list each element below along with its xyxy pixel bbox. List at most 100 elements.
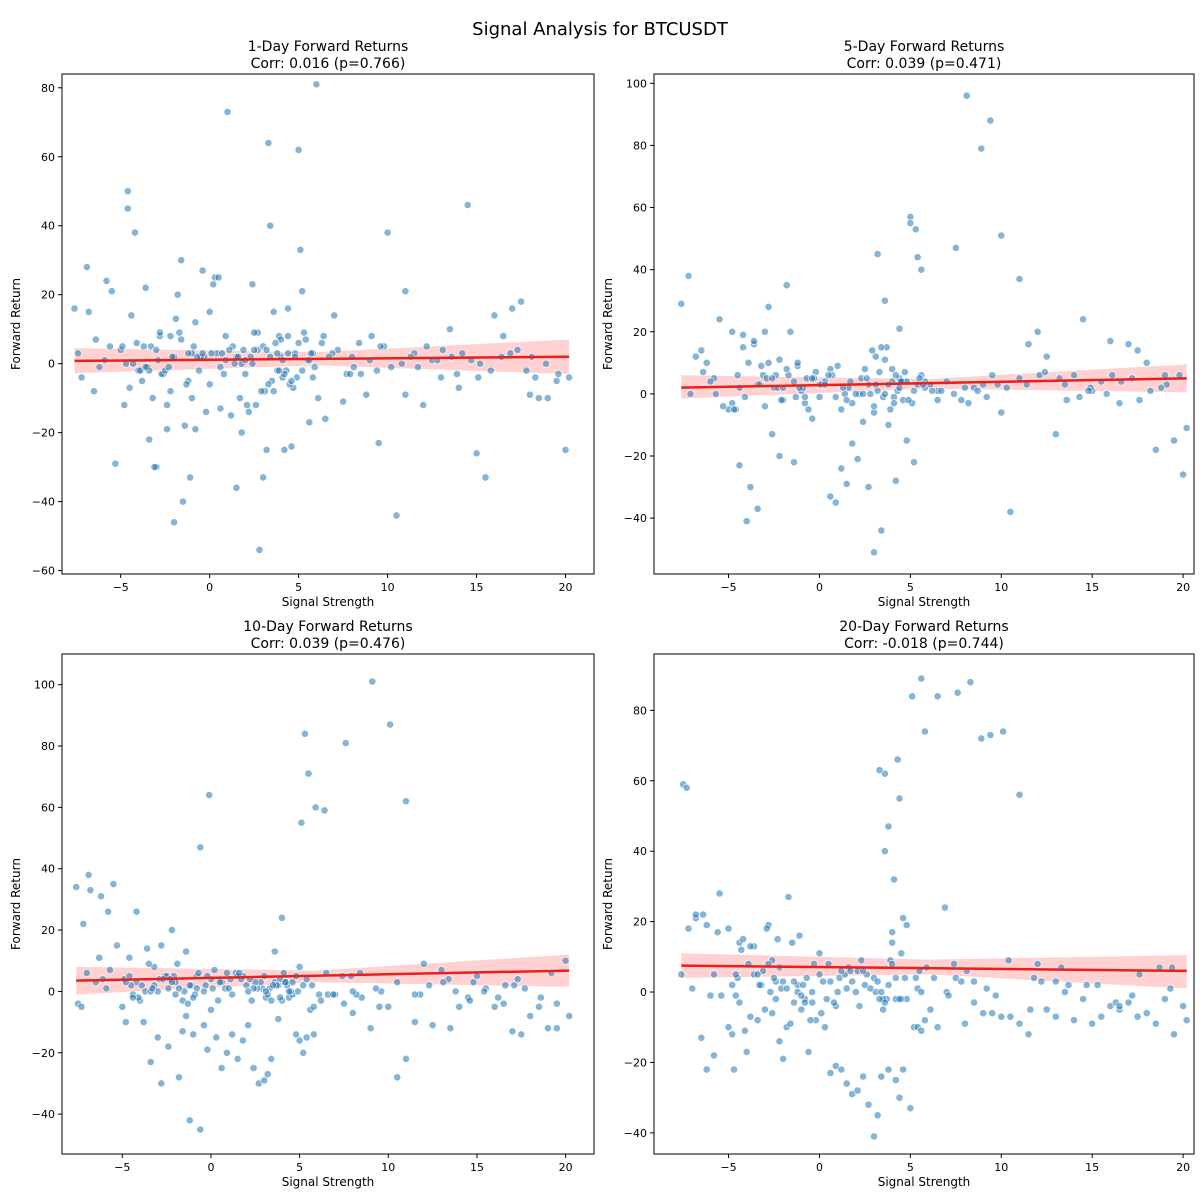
scatter-point xyxy=(207,349,216,358)
scatter-point xyxy=(205,380,214,389)
scatter-point xyxy=(881,998,889,1007)
scatter-point xyxy=(316,996,325,1005)
axes-frame xyxy=(653,73,1195,575)
scatter-point xyxy=(768,374,777,383)
scatter-point xyxy=(166,332,175,340)
scatter-point xyxy=(510,981,519,990)
scatter-point xyxy=(214,996,222,1005)
scatter-point xyxy=(1179,470,1187,479)
scatter-point xyxy=(139,1018,148,1026)
scatter-point xyxy=(565,1012,574,1020)
scatter-point xyxy=(401,287,410,296)
scatter-point xyxy=(199,987,208,996)
scatter-point xyxy=(890,875,898,884)
scatter-point xyxy=(480,987,488,996)
scatter-point xyxy=(886,405,895,414)
scatter-point xyxy=(281,978,290,987)
y-tick-label: −60 xyxy=(32,565,55,578)
scatter-point xyxy=(742,517,751,526)
scatter-point xyxy=(957,977,966,986)
scatter-point xyxy=(837,1065,846,1074)
scatter-point xyxy=(944,991,953,1000)
scatter-point xyxy=(888,365,897,373)
scatter-point xyxy=(962,91,971,100)
scatter-point xyxy=(173,959,182,968)
scatter-point xyxy=(1124,340,1133,349)
scatter-point xyxy=(273,349,282,358)
scatter-point xyxy=(899,914,907,922)
scatter-point xyxy=(797,991,806,1000)
scatter-point xyxy=(842,396,851,404)
scatter-point xyxy=(138,376,146,385)
scatter-point xyxy=(267,996,276,1005)
scatter-point xyxy=(804,1048,813,1056)
scatter-point xyxy=(906,1104,915,1113)
scatter-point xyxy=(123,187,132,196)
scatter-point xyxy=(1135,970,1144,979)
scatter-point xyxy=(917,1026,926,1035)
scatter-point xyxy=(833,988,842,996)
scatter-point xyxy=(951,974,960,982)
scatter-point xyxy=(881,296,889,305)
y-tick-label: −40 xyxy=(624,1127,647,1140)
scatter-point xyxy=(295,963,304,971)
scatter-point xyxy=(1015,275,1024,283)
scatter-point xyxy=(513,975,522,984)
scatter-point xyxy=(848,1090,857,1098)
scatter-point xyxy=(311,803,320,812)
scatter-point xyxy=(277,913,286,922)
scatter-point xyxy=(175,328,184,337)
scatter-point xyxy=(782,365,791,373)
scatter-point xyxy=(713,928,722,937)
scatter-point xyxy=(933,1023,942,1032)
scatter-point xyxy=(790,458,798,467)
scatter-point xyxy=(274,1015,283,1023)
scatter-point xyxy=(208,984,217,993)
scatter-point xyxy=(979,1009,987,1018)
scatter-point xyxy=(309,1002,318,1011)
scatter-point xyxy=(196,1125,205,1134)
scatter-point xyxy=(1151,1019,1160,1028)
scatter-point xyxy=(937,386,946,395)
scatter-point xyxy=(684,924,693,933)
subplot-title: 5-Day Forward Returns xyxy=(844,39,1005,55)
scatter-point xyxy=(1042,352,1051,361)
scatter-point xyxy=(210,966,219,974)
scatter-point xyxy=(1051,1012,1060,1021)
scatter-point xyxy=(486,366,495,375)
scatter-point xyxy=(542,359,550,368)
scatter-point xyxy=(1151,445,1160,454)
scatter-point xyxy=(1006,507,1015,516)
scatter-point xyxy=(1170,1030,1178,1039)
scatter-point xyxy=(739,343,747,352)
scatter-point xyxy=(742,1048,751,1056)
scatter-point xyxy=(926,1005,935,1014)
scatter-point xyxy=(859,1072,867,1081)
scatter-point xyxy=(921,727,929,736)
scatter-point xyxy=(1082,981,1091,989)
scatter-point xyxy=(842,984,851,993)
scatter-point xyxy=(1133,1012,1142,1021)
y-axis-label: Forward Return xyxy=(9,858,23,950)
scatter-point xyxy=(817,1009,826,1018)
y-tick-label: 60 xyxy=(633,202,647,215)
scatter-point xyxy=(552,999,561,1008)
scatter-point xyxy=(884,1065,893,1074)
scatter-point xyxy=(782,281,791,290)
scatter-point xyxy=(157,1079,166,1088)
scatter-point xyxy=(904,396,913,404)
scatter-point xyxy=(102,984,111,993)
scatter-point xyxy=(715,315,724,324)
scatter-point xyxy=(961,1019,969,1028)
scatter-point xyxy=(397,359,406,368)
scatter-point xyxy=(1102,389,1111,398)
scatter-point xyxy=(276,993,284,1002)
scatter-point xyxy=(191,318,200,327)
scatter-point xyxy=(1106,337,1115,345)
scatter-point xyxy=(917,265,926,274)
y-tick-label: −20 xyxy=(32,1047,55,1060)
scatter-point xyxy=(490,311,499,320)
scatter-point xyxy=(1070,1016,1078,1025)
scatter-point xyxy=(144,959,153,968)
